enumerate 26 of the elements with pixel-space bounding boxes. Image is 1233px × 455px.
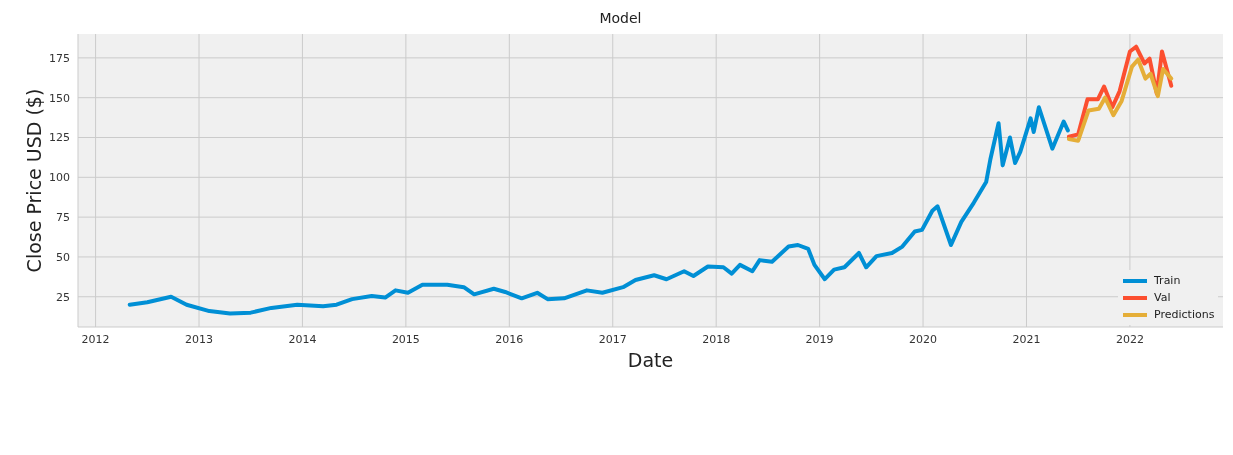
legend-label: Train	[1154, 274, 1181, 287]
line-series	[127, 105, 1070, 316]
x-tick-label: 2014	[288, 332, 317, 346]
x-tick-label: 2012	[81, 332, 110, 346]
y-tick-label: 25	[56, 290, 70, 304]
x-axis-title: Date	[627, 349, 674, 371]
x-tick-label: 2018	[702, 332, 731, 346]
x-tick-label: 2013	[185, 332, 214, 346]
chart-title: Model	[598, 10, 643, 26]
x-tick-label: 2015	[391, 332, 420, 346]
x-tick-label: 2020	[909, 332, 938, 346]
x-tick-label: 2017	[598, 332, 627, 346]
x-tick-label: 2022	[1115, 332, 1144, 346]
y-tick-label: 50	[56, 250, 70, 264]
y-tick-label: 175	[49, 51, 70, 65]
y-axis-title: Close Price USD ($)	[22, 88, 45, 273]
legend-label: Val	[1154, 291, 1171, 304]
y-tick-label: 125	[49, 131, 70, 145]
y-tick-label: 75	[56, 211, 70, 225]
y-tick-label: 100	[49, 171, 70, 185]
x-tick-label: 2016	[495, 332, 524, 346]
y-tick-label: 150	[49, 91, 70, 105]
x-tick-label: 2019	[805, 332, 834, 346]
line-series	[1066, 57, 1174, 143]
legend-label: Predictions	[1154, 308, 1215, 321]
x-tick-label: 2021	[1012, 332, 1041, 346]
